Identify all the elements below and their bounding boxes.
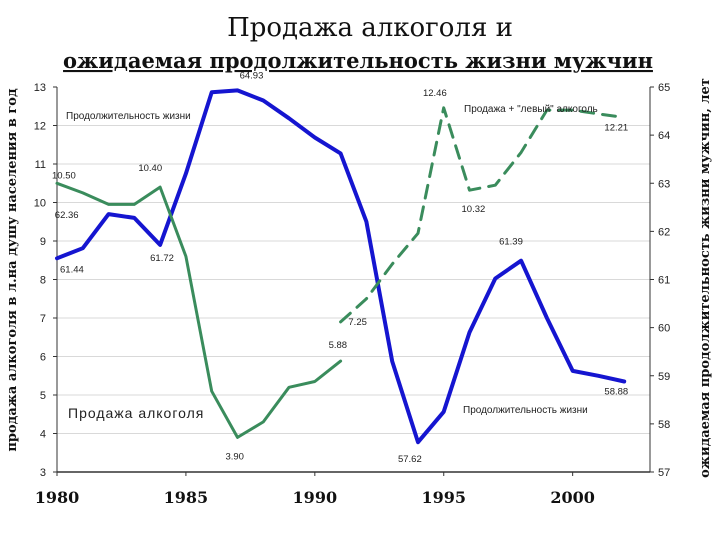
right-tick-label-5: 62	[658, 226, 670, 238]
left-tick-label-6: 9	[40, 236, 46, 248]
left-tick-label-8: 11	[35, 159, 46, 171]
x-tick-label-3: 1995	[421, 488, 466, 507]
x-tick-label-1: 1985	[164, 488, 209, 507]
x-tick-label-2: 1990	[293, 488, 338, 507]
data-label-7: 12.21	[604, 122, 628, 133]
series-annotation-1: Продажа + "левый" алкоголь	[464, 104, 598, 115]
right-tick-label-4: 61	[658, 275, 670, 287]
right-tick-label-1: 58	[658, 419, 670, 431]
left-tick-label-10: 13	[34, 82, 46, 94]
series-line-0	[55, 88, 627, 445]
data-label-3: 62.36	[55, 210, 79, 221]
data-label-0: 64.93	[240, 70, 264, 81]
data-label-9: 61.39	[499, 237, 523, 248]
data-label-6: 12.46	[423, 88, 447, 99]
x-axis-ticks: 1980 1985 1990 1995 2000	[35, 472, 595, 507]
series-line-2	[339, 106, 626, 324]
right-tick-label-8: 65	[658, 82, 670, 94]
data-label-12: 3.90	[225, 451, 244, 462]
data-label-11: 5.88	[329, 340, 348, 351]
data-label-14: 58.88	[604, 387, 628, 398]
x-tick-label-0: 1980	[35, 488, 80, 507]
series-annotation-0: Продолжительность жизни	[66, 111, 191, 122]
x-tick-label-4: 2000	[550, 488, 595, 507]
left-tick-label-4: 7	[40, 313, 46, 325]
series-annotation-3: Продолжительность жизни	[463, 405, 588, 416]
right-tick-label-0: 57	[658, 467, 670, 479]
data-label-5: 61.44	[60, 264, 84, 275]
series-annotations: Продолжительность жизни Продажа + "левый"…	[66, 104, 598, 421]
left-tick-label-0: 3	[40, 467, 46, 479]
data-label-8: 10.32	[462, 204, 486, 215]
right-tick-label-7: 64	[658, 130, 670, 142]
left-tick-label-9: 12	[34, 121, 46, 133]
left-axis-ticks: 3 4 5 6 7 8 9 10 11 12 13	[34, 82, 57, 479]
left-axis-label: продажа алкоголя в л.на душу населения в…	[5, 88, 20, 452]
chart-subtitle: ожидаемая продолжительность жизни мужчин	[63, 48, 653, 73]
right-tick-label-6: 63	[658, 178, 670, 190]
left-tick-label-5: 8	[40, 275, 46, 287]
data-labels: 64.93 10.50 10.40 62.36 61.72 61.44 12.46 12.21…	[52, 70, 628, 465]
left-tick-label-1: 4	[40, 429, 46, 441]
left-tick-label-3: 6	[40, 352, 46, 364]
left-tick-label-7: 10	[34, 198, 46, 210]
data-label-2: 10.40	[138, 163, 162, 174]
chart-title: Продажа алкоголя и	[227, 13, 513, 43]
right-tick-label-3: 60	[658, 323, 670, 335]
data-label-13: 57.62	[398, 454, 422, 465]
right-tick-label-2: 59	[658, 371, 670, 383]
data-label-1: 10.50	[52, 170, 76, 181]
data-label-4: 61.72	[150, 253, 174, 264]
right-axis-label: ожидаемая продолжительность жизни мужчин…	[698, 78, 713, 478]
data-label-10: 7.25	[348, 317, 367, 328]
series-line-1	[55, 181, 343, 439]
left-tick-label-2: 5	[40, 390, 46, 402]
series-lines	[55, 88, 627, 445]
right-axis-ticks: 57 58 59 60 61 62 63 64 65	[650, 82, 670, 479]
series-annotation-2: Продажа алкоголя	[68, 405, 204, 421]
